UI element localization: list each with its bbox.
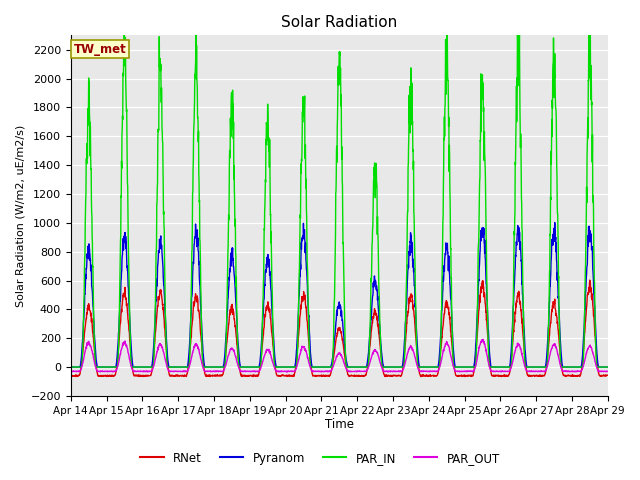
Line: RNet: RNet bbox=[71, 280, 607, 377]
Pyranom bbox=[556, 335, 564, 341]
Pyranom bbox=[355, 364, 362, 370]
PAR_IN bbox=[572, 364, 579, 370]
PAR_IN bbox=[216, 364, 224, 370]
Pyranom bbox=[551, 220, 559, 226]
Pyranom bbox=[572, 364, 579, 370]
PAR_IN bbox=[67, 364, 75, 370]
Pyranom bbox=[67, 364, 75, 370]
Legend: RNet, Pyranom, PAR_IN, PAR_OUT: RNet, Pyranom, PAR_IN, PAR_OUT bbox=[135, 447, 505, 469]
PAR_IN bbox=[495, 364, 502, 370]
RNet bbox=[216, 372, 224, 378]
RNet bbox=[495, 372, 503, 378]
RNet bbox=[572, 373, 579, 379]
PAR_IN bbox=[556, 351, 564, 357]
RNet bbox=[366, 343, 374, 348]
PAR_OUT bbox=[367, 358, 374, 364]
RNet bbox=[355, 373, 362, 379]
PAR_OUT bbox=[216, 369, 224, 374]
RNet bbox=[67, 373, 75, 379]
Title: Solar Radiation: Solar Radiation bbox=[281, 15, 397, 30]
PAR_IN bbox=[515, 5, 522, 11]
PAR_OUT bbox=[479, 336, 487, 342]
RNet bbox=[604, 372, 611, 378]
X-axis label: Time: Time bbox=[324, 419, 354, 432]
RNet bbox=[461, 374, 469, 380]
RNet bbox=[556, 351, 564, 357]
Pyranom bbox=[216, 364, 224, 370]
Line: Pyranom: Pyranom bbox=[71, 223, 607, 367]
PAR_IN bbox=[355, 364, 362, 370]
PAR_IN bbox=[366, 323, 374, 328]
PAR_IN bbox=[604, 364, 611, 370]
Y-axis label: Solar Radiation (W/m2, uE/m2/s): Solar Radiation (W/m2, uE/m2/s) bbox=[15, 124, 25, 307]
PAR_OUT bbox=[495, 369, 503, 374]
Text: TW_met: TW_met bbox=[74, 43, 126, 56]
Pyranom bbox=[604, 364, 611, 370]
PAR_OUT bbox=[355, 368, 362, 374]
PAR_OUT bbox=[283, 369, 291, 375]
PAR_OUT bbox=[604, 369, 611, 374]
Pyranom bbox=[495, 364, 502, 370]
PAR_OUT bbox=[572, 368, 579, 374]
Line: PAR_IN: PAR_IN bbox=[71, 8, 607, 367]
PAR_OUT bbox=[557, 362, 564, 368]
RNet bbox=[586, 277, 594, 283]
PAR_OUT bbox=[67, 369, 75, 374]
Line: PAR_OUT: PAR_OUT bbox=[71, 339, 607, 372]
Pyranom bbox=[366, 329, 374, 335]
